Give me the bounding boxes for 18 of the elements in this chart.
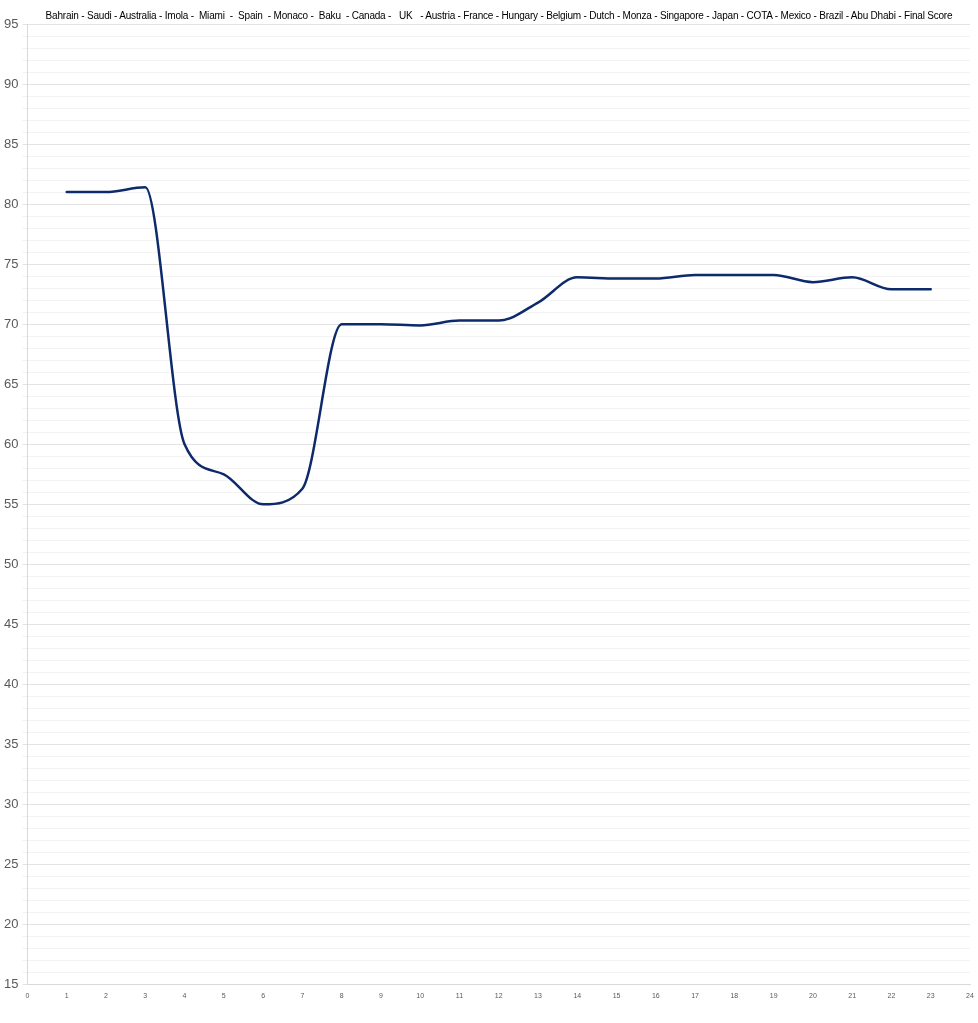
y-tick-label: 55 — [3, 495, 19, 511]
y-tick-label: 40 — [3, 675, 19, 691]
y-tick-label: 70 — [3, 315, 19, 331]
y-tick-label: 95 — [3, 15, 19, 31]
y-tick-label: 45 — [3, 615, 19, 631]
y-tick-label: 85 — [3, 135, 19, 151]
y-tick-label: 60 — [3, 435, 19, 451]
line-series — [65, 186, 932, 506]
y-tick-label: 30 — [3, 796, 19, 812]
y-tick-label: 50 — [3, 555, 19, 571]
chart-title: Bahrain - Saudi - Australia - Imola - Miami - Spain - Monaco - Baku - Canada - UK - Austria - France - Hungary - Belgium - Dutch - Monza - Singapore - Japan - COTA - Mexico - Brazil - Abu Dhabi - Final Score — [45, 10, 953, 21]
y-tick-label: 20 — [3, 916, 19, 932]
y-tick-label: 35 — [3, 736, 19, 752]
y-tick-label: 75 — [3, 255, 19, 271]
y-tick-label: 80 — [3, 195, 19, 211]
y-tick-label: 90 — [3, 75, 19, 91]
y-tick-label: 25 — [3, 856, 19, 872]
y-tick-label: 65 — [3, 375, 19, 391]
